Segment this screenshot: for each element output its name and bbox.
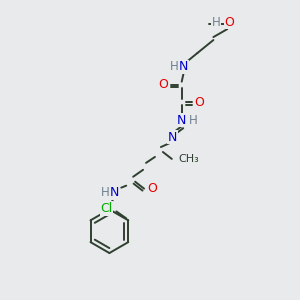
Text: H: H	[212, 16, 220, 29]
Text: H: H	[189, 114, 198, 127]
Text: N: N	[177, 114, 186, 127]
Text: Cl: Cl	[100, 202, 112, 215]
Text: CH₃: CH₃	[179, 154, 200, 164]
Text: N: N	[110, 186, 119, 199]
Text: O: O	[195, 96, 205, 109]
Text: H: H	[101, 186, 110, 199]
Text: O: O	[224, 16, 234, 29]
Text: H: H	[169, 60, 178, 73]
Text: N: N	[179, 60, 188, 73]
Text: O: O	[158, 78, 168, 91]
Text: N: N	[168, 130, 178, 144]
Text: O: O	[147, 182, 157, 195]
